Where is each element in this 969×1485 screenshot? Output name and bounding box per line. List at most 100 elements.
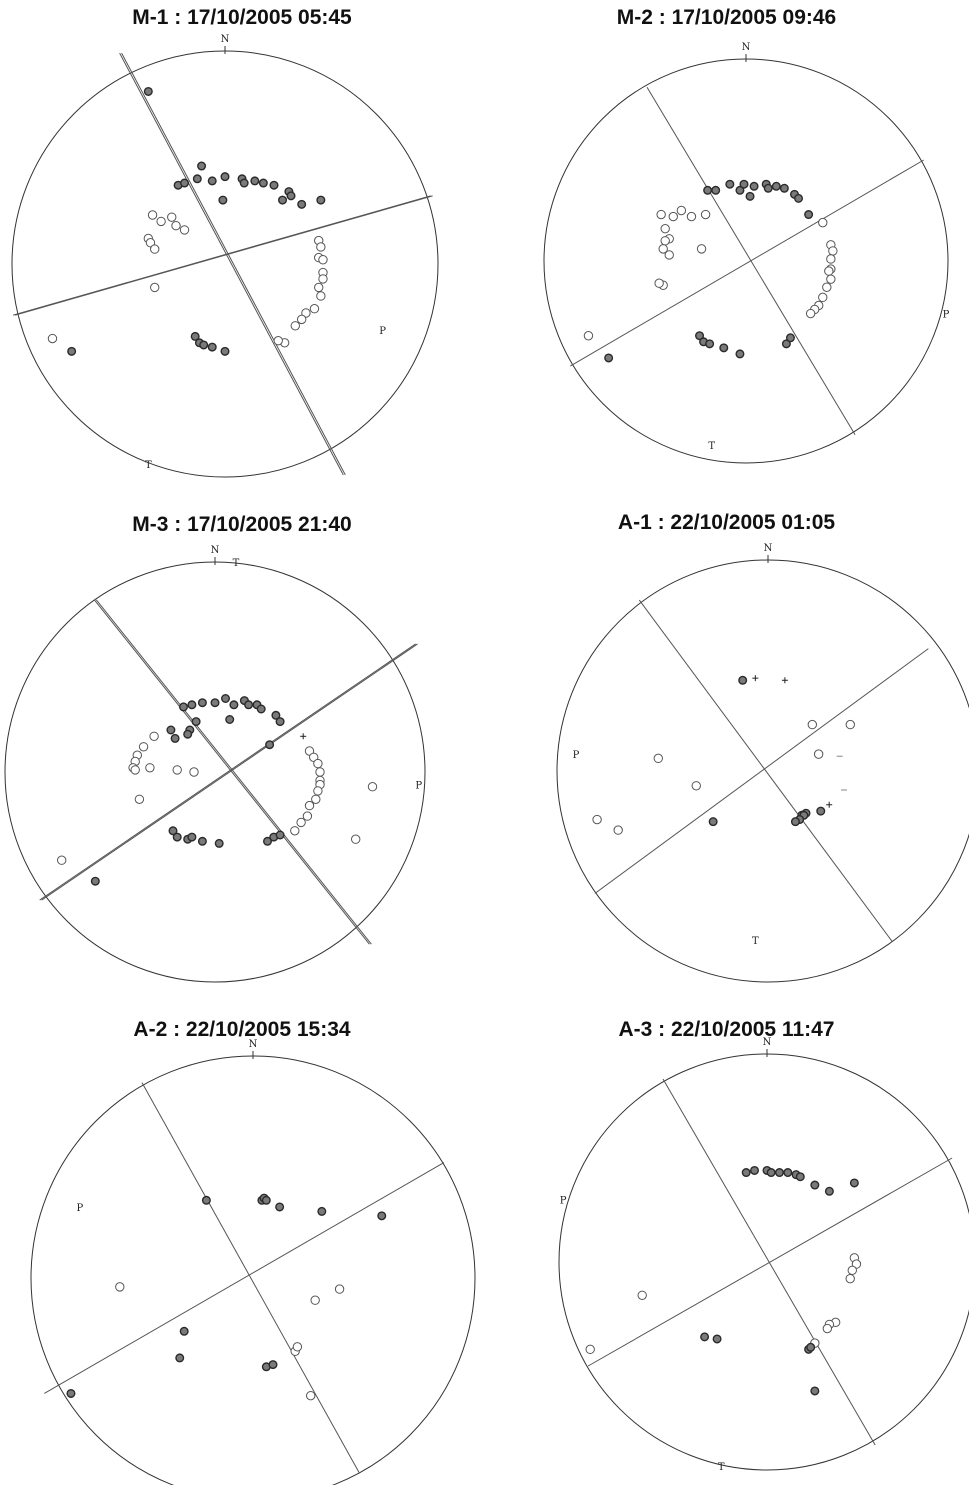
- compression-point: [749, 181, 759, 191]
- dilatation-point: [828, 246, 838, 256]
- compression-point: [317, 1206, 327, 1216]
- dilatation-point: [156, 216, 166, 227]
- dilatation-point: [676, 205, 687, 216]
- dilatation-point: [145, 763, 155, 773]
- panel-title: A-2 : 22/10/2005 15:34: [133, 1018, 351, 1041]
- compression-point: [785, 333, 795, 343]
- compression-point: [771, 181, 781, 191]
- nodal-plane-line: [638, 599, 893, 943]
- compression-point: [214, 838, 224, 848]
- stereonet-a1: N P T: [556, 543, 969, 983]
- compression-point: [700, 1332, 710, 1342]
- dilatation-point: [318, 255, 328, 265]
- nodal-plane-line: [587, 1157, 953, 1367]
- dilatation-point: [351, 834, 361, 844]
- compression-point: [187, 700, 197, 710]
- plus-marker: [826, 801, 833, 808]
- compression-point: [703, 185, 713, 195]
- dilatation-point: [309, 304, 320, 314]
- dilatation-point: [311, 794, 321, 804]
- nodal-plane-line: [41, 643, 418, 901]
- stereonet-m1: N P T: [11, 34, 439, 478]
- dilatation-point: [818, 217, 828, 228]
- compression-point: [271, 710, 281, 720]
- compression-point: [218, 195, 228, 205]
- north-label: N: [742, 42, 751, 53]
- dilatation-point: [818, 292, 828, 303]
- compression-point: [810, 1180, 820, 1190]
- dilatation-point: [273, 335, 283, 346]
- dilatation-point: [167, 212, 177, 222]
- dilatation-point: [296, 817, 306, 828]
- compression-point: [244, 700, 254, 710]
- stereonet-a3: N P T: [558, 1037, 969, 1473]
- compression-point: [735, 185, 745, 195]
- panel-title: M-2 : 17/10/2005 09:46: [616, 6, 837, 29]
- nodal-plane-line: [594, 648, 929, 894]
- t-axis-label: T: [718, 1462, 725, 1473]
- compression-point: [66, 1388, 76, 1398]
- dilatation-point: [150, 244, 160, 254]
- dilatation-point: [822, 282, 832, 292]
- dilatation-point: [172, 765, 182, 775]
- compression-point: [824, 1186, 834, 1196]
- dilatation-point: [313, 758, 323, 769]
- dilatation-point: [296, 314, 307, 325]
- north-label: N: [249, 1039, 258, 1050]
- dilatation-point: [367, 782, 378, 792]
- nodal-plane-line: [44, 1162, 445, 1394]
- dilatation-point: [138, 742, 149, 752]
- compression-point: [783, 1168, 793, 1178]
- compression-point: [170, 733, 180, 743]
- dilatation-point: [813, 749, 824, 759]
- compression-point: [804, 210, 814, 220]
- dilatation-point: [292, 1342, 303, 1352]
- compression-point: [741, 1168, 751, 1178]
- compression-point: [297, 199, 307, 209]
- nodal-plane-line: [93, 599, 370, 945]
- compression-point: [763, 183, 773, 193]
- compression-point: [711, 185, 721, 195]
- dilatation-point: [658, 244, 668, 254]
- compression-point: [794, 193, 804, 203]
- p-axis-label: P: [379, 326, 386, 337]
- dilatation-point: [290, 321, 300, 331]
- compression-point: [745, 191, 755, 201]
- dilatation-point: [583, 331, 594, 341]
- compression-point: [286, 191, 296, 201]
- compression-point: [220, 693, 230, 703]
- dilatation-point: [826, 274, 836, 284]
- compression-point: [377, 1211, 387, 1221]
- panel-title: M-1 : 17/10/2005 05:45: [132, 6, 352, 29]
- compression-point: [269, 180, 279, 190]
- stereonet-a2: NPT: [30, 1039, 476, 1485]
- dilatation-point: [302, 811, 313, 821]
- compression-point: [183, 729, 193, 739]
- compression-point: [781, 339, 791, 349]
- plus-marker: [752, 675, 759, 682]
- p-axis-label: P: [560, 1196, 567, 1207]
- dilatation-point: [822, 1323, 833, 1334]
- dilatation-point: [310, 1295, 320, 1305]
- primitive-circle: [556, 559, 969, 983]
- compression-point: [175, 1353, 185, 1363]
- dilatation-point: [47, 333, 58, 344]
- compression-point: [179, 1326, 189, 1336]
- compression-point: [774, 1168, 784, 1178]
- compression-point: [168, 826, 178, 836]
- dilatation-point: [145, 238, 156, 248]
- compression-point: [166, 725, 176, 735]
- compression-point: [197, 698, 207, 708]
- p-axis-label: P: [573, 750, 580, 761]
- compression-point: [67, 346, 77, 356]
- panel-m3: M-3 : 17/10/2005 21:40 N P T: [0, 505, 484, 1000]
- p-axis-label: P: [943, 310, 950, 321]
- compression-point: [695, 331, 705, 341]
- north-label: N: [763, 1037, 772, 1048]
- primitive-circle: [543, 58, 949, 464]
- nodal-plane-line: [12, 195, 431, 316]
- nodal-plane-line: [119, 52, 344, 476]
- panel-a3: A-3 : 22/10/2005 11:47 N P T: [484, 1010, 969, 1485]
- compression-point: [225, 714, 235, 724]
- compression-point: [263, 836, 273, 846]
